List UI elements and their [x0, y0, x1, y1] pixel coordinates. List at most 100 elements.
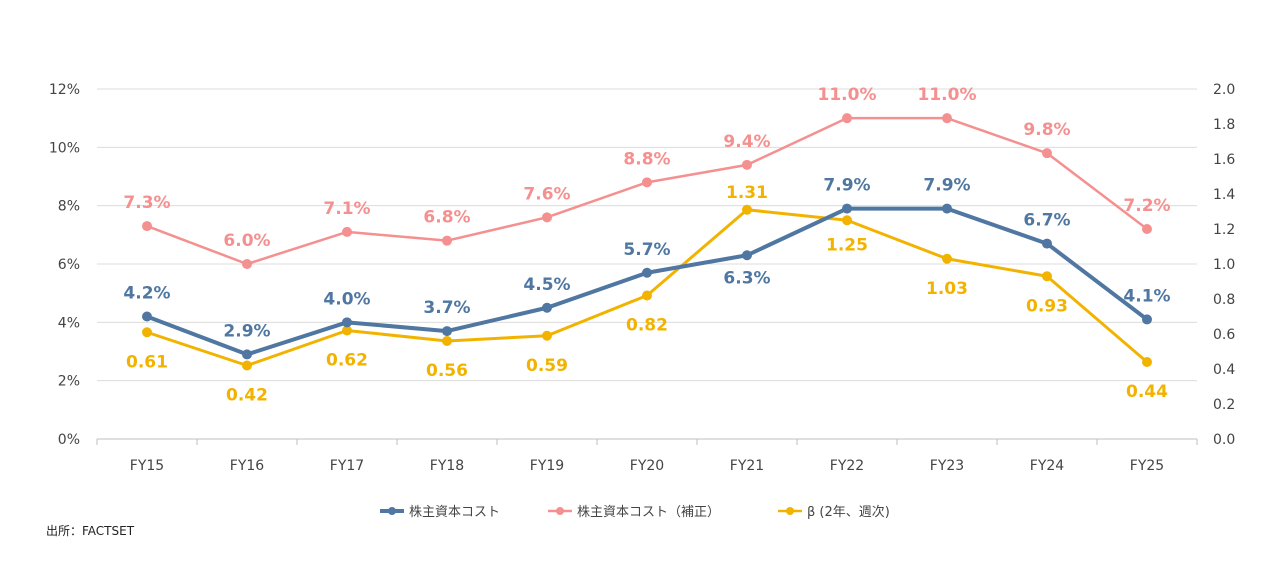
data-label: 0.56	[426, 361, 468, 381]
data-label: 0.62	[326, 351, 368, 371]
right-tick-label: 0.6	[1213, 327, 1235, 343]
data-point	[842, 203, 852, 214]
legend-marker	[786, 507, 794, 515]
x-tick-label: FY16	[230, 458, 265, 474]
left-tick-label: 0%	[58, 432, 80, 448]
data-point	[142, 221, 152, 232]
x-tick-label: FY21	[730, 458, 764, 474]
data-label: 4.2%	[123, 284, 170, 304]
legend-marker	[556, 507, 564, 515]
data-label: 1.31	[726, 183, 768, 203]
series-line	[146, 208, 1148, 367]
data-label: 7.9%	[923, 176, 970, 196]
x-tick-label: FY23	[930, 458, 964, 474]
data-point	[1142, 224, 1152, 234]
x-tick-label: FY22	[830, 458, 864, 474]
data-label: 7.9%	[823, 176, 870, 196]
data-point	[542, 302, 552, 313]
data-point	[442, 235, 452, 246]
x-tick-label: FY25	[1130, 458, 1164, 474]
left-tick-label: 12%	[49, 82, 80, 98]
data-label: 0.61	[126, 352, 168, 372]
legend-marker	[388, 507, 396, 515]
left-tick-label: 8%	[58, 199, 80, 215]
data-point	[442, 326, 452, 337]
data-point	[242, 360, 252, 371]
data-point	[542, 212, 552, 223]
right-tick-label: 0.0	[1213, 432, 1235, 448]
left-tick-label: 2%	[58, 374, 80, 390]
right-tick-label: 0.4	[1213, 362, 1235, 378]
right-tick-label: 1.6	[1213, 152, 1235, 168]
x-tick-label: FY20	[630, 458, 664, 474]
left-axis: 0% 2% 4% 6% 8% 10% 12%	[49, 82, 80, 448]
data-label: 11.0%	[918, 85, 977, 105]
data-point	[842, 113, 852, 124]
legend: 株主資本コスト 株主資本コスト（補正） β (2年、週次)	[380, 504, 890, 520]
data-point	[742, 159, 752, 170]
data-label: 4.0%	[323, 289, 370, 309]
data-label: 0.93	[1026, 296, 1068, 316]
x-tick-label: FY24	[1030, 458, 1065, 474]
x-tick-label: FY15	[130, 458, 164, 474]
data-point	[942, 113, 952, 124]
legend-label: 株主資本コスト	[409, 505, 500, 520]
data-point	[842, 215, 852, 226]
data-label: 5.7%	[623, 240, 670, 260]
source-note: 出所：FACTSET	[46, 524, 135, 538]
data-point	[242, 259, 252, 269]
data-label: 8.8%	[623, 149, 670, 169]
data-label: 0.59	[526, 356, 568, 376]
data-label: 7.6%	[523, 184, 570, 204]
data-point	[1042, 271, 1052, 282]
data-point	[642, 267, 652, 278]
right-tick-label: 2.0	[1213, 82, 1235, 98]
data-point	[342, 317, 352, 328]
data-point	[742, 250, 752, 261]
data-point	[242, 349, 252, 360]
data-label: 7.1%	[323, 199, 370, 219]
data-label: 7.2%	[1123, 196, 1170, 216]
data-point	[142, 311, 152, 322]
right-tick-label: 1.2	[1213, 222, 1235, 238]
data-label: 11.0%	[818, 85, 877, 105]
data-label: 0.82	[626, 316, 668, 336]
data-point	[942, 253, 952, 264]
x-axis: FY15 FY16 FY17 FY18 FY19 FY20 FY21 FY22 FY23 FY24…	[96, 438, 1198, 474]
data-point	[1042, 238, 1052, 249]
x-tick-label: FY17	[330, 458, 364, 474]
right-tick-label: 0.8	[1213, 292, 1235, 308]
right-axis: 0.0 0.2 0.4 0.6 0.8 1.0 1.2 1.4 1.6 1.8 2.0	[1213, 82, 1235, 448]
data-point	[442, 336, 452, 346]
x-tick-label: FY19	[530, 458, 564, 474]
data-label: 4.5%	[523, 275, 570, 295]
left-tick-label: 6%	[58, 257, 80, 273]
right-tick-label: 1.8	[1213, 117, 1235, 133]
right-tick-label: 1.0	[1213, 257, 1235, 273]
data-label: 1.25	[826, 235, 868, 255]
left-tick-label: 10%	[49, 140, 80, 156]
data-point	[342, 226, 352, 237]
data-label: 9.8%	[1023, 120, 1070, 140]
legend-label: β (2年、週次)	[807, 504, 890, 520]
series-points	[142, 113, 1152, 371]
data-label: 0.42	[226, 386, 268, 406]
right-tick-label: 0.2	[1213, 397, 1235, 413]
data-labels: 0.61 0.42 0.62 0.56 0.59 0.82 1.31 1.25 1.03 0.93…	[123, 85, 1170, 405]
data-point	[642, 290, 652, 301]
x-tick-label: FY18	[430, 458, 464, 474]
data-label: 1.03	[926, 279, 968, 299]
data-label: 6.7%	[1023, 211, 1070, 231]
data-label: 7.3%	[123, 193, 170, 213]
data-label: 2.9%	[223, 321, 270, 341]
grid-lines	[97, 88, 1197, 382]
left-tick-label: 4%	[58, 315, 80, 331]
data-label: 3.7%	[423, 298, 470, 318]
data-label: 6.3%	[723, 268, 770, 288]
data-label: 9.4%	[723, 132, 770, 152]
data-point	[1142, 314, 1152, 325]
right-tick-label: 1.4	[1213, 187, 1235, 203]
data-point	[342, 325, 352, 336]
data-point	[642, 177, 652, 188]
